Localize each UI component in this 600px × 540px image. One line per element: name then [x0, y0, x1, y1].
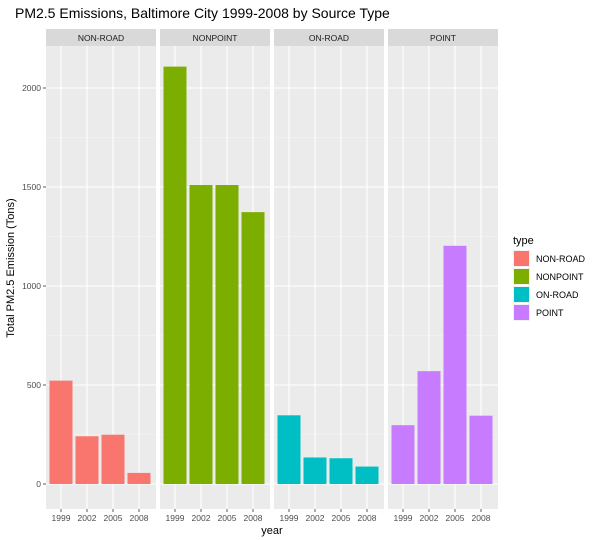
y-tick-label: 0	[36, 479, 41, 489]
legend: type NON-ROAD NONPOINT ON-ROAD POINT	[513, 235, 585, 321]
facet-panel-point: POINT 1999 2002 2005 2008	[388, 29, 498, 523]
bar-on-road-2008	[355, 466, 379, 484]
x-tick-label: 2002	[306, 513, 325, 523]
legend-title: type	[513, 235, 534, 247]
x-tick-label: 2008	[358, 513, 377, 523]
facet-strip-label: ON-ROAD	[309, 33, 349, 43]
bar-nonpoint-2005	[215, 185, 239, 484]
legend-swatch-nonpoint	[514, 269, 529, 284]
bar-nonpoint-1999	[163, 66, 187, 484]
facet-panel-nonpoint: NONPOINT 1999 2002 2005 2008	[160, 29, 270, 523]
x-tick-label: 2008	[130, 513, 149, 523]
bar-nonpoint-2002	[189, 185, 213, 484]
x-tick-label: 2008	[244, 513, 263, 523]
facet-strip-label: POINT	[430, 33, 456, 43]
bar-point-2005	[443, 245, 467, 484]
facet-panel-non-road: NON-ROAD 1999 2002 2005 2008	[46, 29, 156, 523]
bar-on-road-2005	[329, 458, 353, 484]
facet-strip-label: NON-ROAD	[78, 33, 124, 43]
legend-label: ON-ROAD	[536, 290, 579, 300]
x-tick-label: 2002	[420, 513, 439, 523]
bar-non-road-2002	[75, 436, 99, 484]
facet-strip	[274, 29, 384, 46]
bar-point-2008	[469, 415, 493, 484]
x-tick-label: 2005	[446, 513, 465, 523]
bar-non-road-2005	[101, 434, 125, 484]
x-tick-label: 2005	[104, 513, 123, 523]
bar-non-road-1999	[49, 380, 73, 484]
legend-swatch-on-road	[514, 287, 529, 302]
facet-panels: NON-ROAD 1999 2002 2005 2008 NONPOINT 1999 2002…	[46, 29, 498, 523]
y-tick-label: 500	[27, 380, 41, 390]
y-tick-label: 1000	[22, 281, 41, 291]
bar-non-road-2008	[127, 472, 151, 484]
legend-label: POINT	[536, 308, 564, 318]
legend-label: NONPOINT	[536, 272, 584, 282]
y-axis: 0 500 1000 1500 2000	[22, 83, 46, 489]
x-tick-label: 2008	[472, 513, 491, 523]
y-axis-title: Total PM2.5 Emission (Tons)	[5, 198, 17, 337]
x-tick-label: 1999	[394, 513, 413, 523]
x-tick-label: 2005	[218, 513, 237, 523]
bar-nonpoint-2008	[241, 212, 265, 484]
x-axis-title: year	[261, 525, 283, 537]
legend-swatch-point	[514, 305, 529, 320]
y-tick-label: 2000	[22, 83, 41, 93]
x-tick-label: 1999	[52, 513, 71, 523]
bar-point-1999	[391, 425, 415, 484]
legend-swatch-non-road	[514, 251, 529, 266]
bar-on-road-2002	[303, 457, 327, 484]
x-tick-label: 1999	[166, 513, 185, 523]
facet-strip	[388, 29, 498, 46]
facet-strip	[46, 29, 156, 46]
x-tick-label: 2002	[78, 513, 97, 523]
y-tick-label: 1500	[22, 182, 41, 192]
facet-strip	[160, 29, 270, 46]
x-tick-label: 1999	[280, 513, 299, 523]
bar-on-road-1999	[277, 415, 301, 484]
x-tick-label: 2002	[192, 513, 211, 523]
bar-point-2002	[417, 371, 441, 484]
facet-strip-label: NONPOINT	[193, 33, 238, 43]
x-tick-label: 2005	[332, 513, 351, 523]
legend-label: NON-ROAD	[536, 254, 585, 264]
facet-panel-on-road: ON-ROAD 1999 2002 2005 2008	[274, 29, 384, 523]
chart-title: PM2.5 Emissions, Baltimore City 1999-200…	[15, 5, 390, 21]
